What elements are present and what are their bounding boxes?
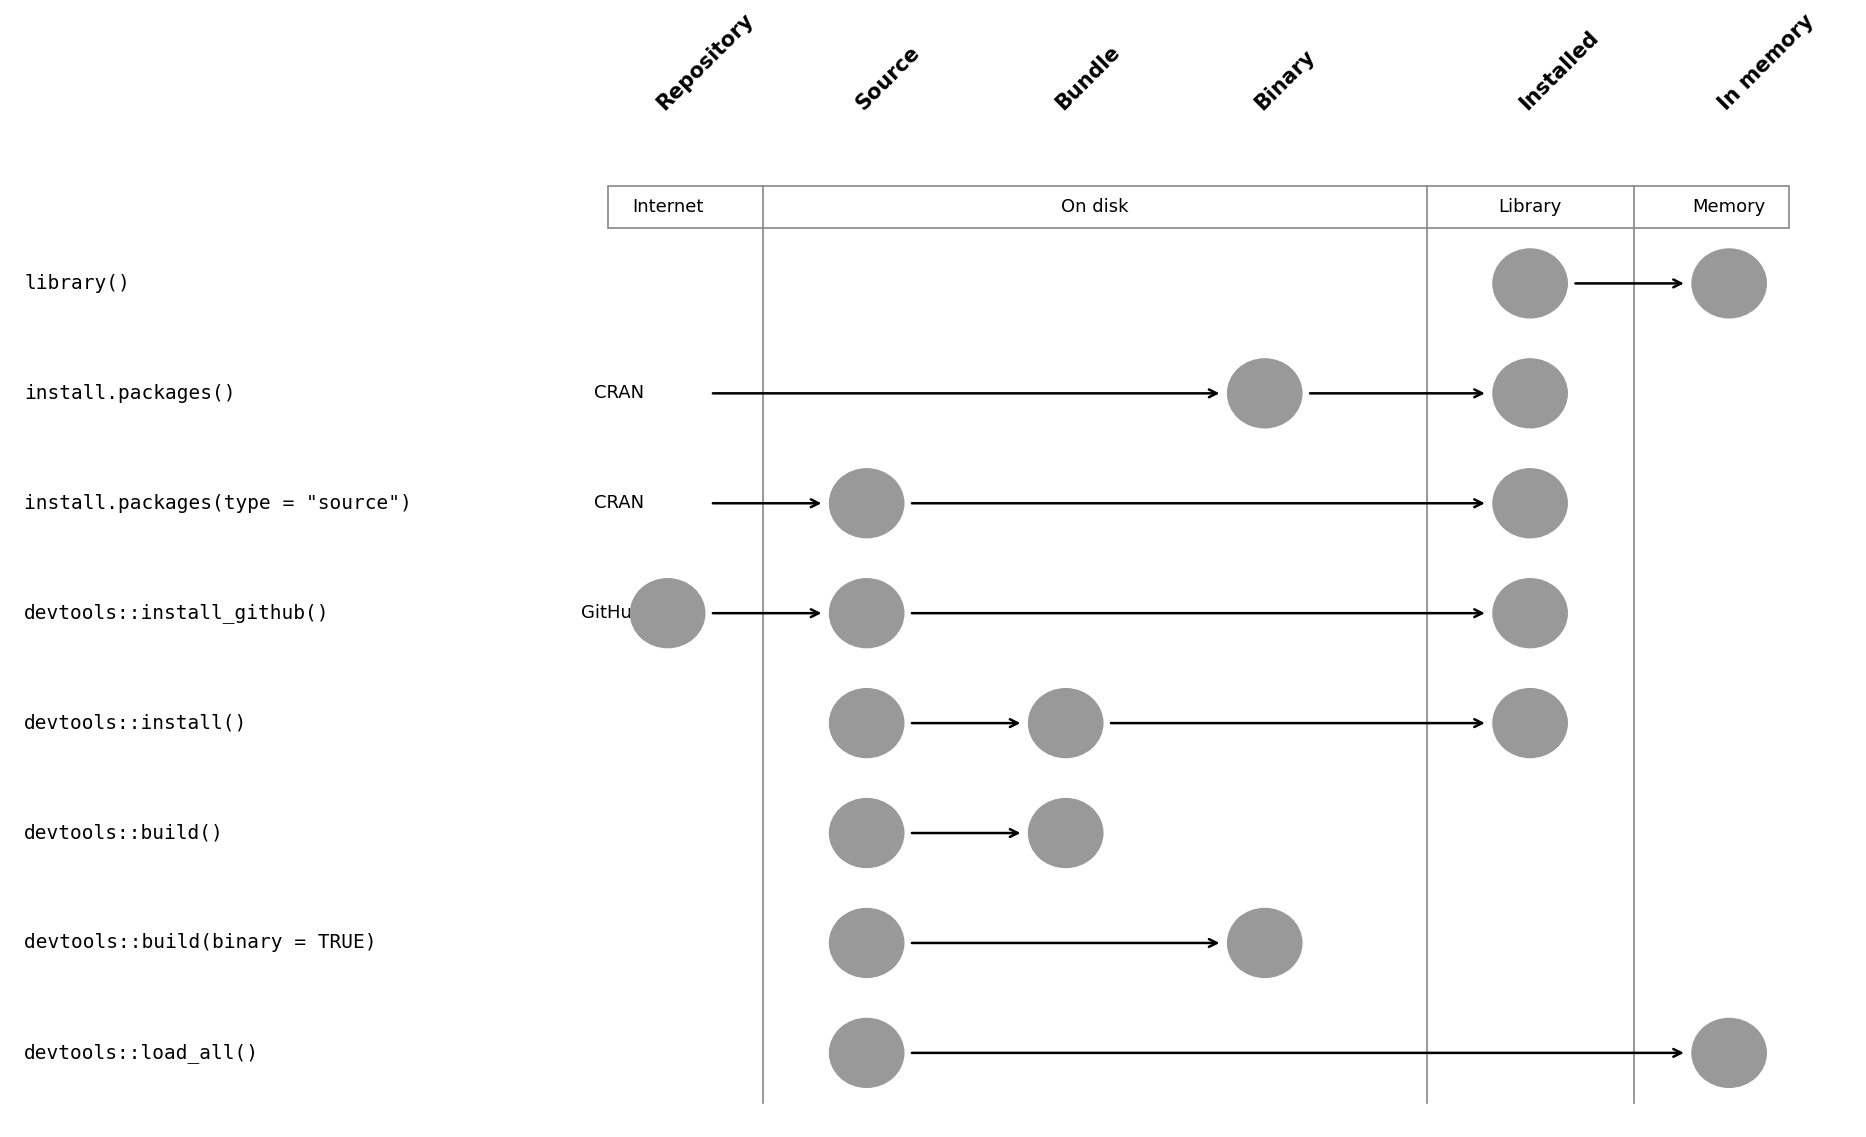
Text: GitHub: GitHub: [582, 604, 644, 622]
Text: Memory: Memory: [1692, 199, 1765, 216]
Ellipse shape: [631, 579, 705, 648]
Text: Installed: Installed: [1515, 27, 1603, 114]
Ellipse shape: [830, 468, 903, 538]
Text: Library: Library: [1498, 199, 1562, 216]
Ellipse shape: [1493, 359, 1567, 428]
Ellipse shape: [830, 1019, 903, 1087]
Ellipse shape: [830, 798, 903, 868]
Text: devtools::install_github(): devtools::install_github(): [24, 604, 330, 623]
Text: devtools::build(binary = TRUE): devtools::build(binary = TRUE): [24, 933, 377, 953]
Text: CRAN: CRAN: [593, 495, 644, 513]
Ellipse shape: [830, 579, 903, 648]
Ellipse shape: [1493, 689, 1567, 757]
Bar: [608, 186, 1789, 229]
Ellipse shape: [1228, 908, 1302, 978]
Text: devtools::load_all(): devtools::load_all(): [24, 1043, 259, 1063]
Ellipse shape: [1028, 689, 1103, 757]
Text: Source: Source: [853, 42, 924, 114]
Text: In memory: In memory: [1715, 10, 1817, 114]
Text: install.packages(): install.packages(): [24, 384, 235, 402]
Ellipse shape: [1493, 579, 1567, 648]
Text: Internet: Internet: [633, 199, 703, 216]
Text: CRAN: CRAN: [593, 384, 644, 402]
Text: devtools::build(): devtools::build(): [24, 823, 224, 843]
Text: Bundle: Bundle: [1052, 41, 1123, 114]
Ellipse shape: [1692, 249, 1767, 318]
Ellipse shape: [1692, 1019, 1767, 1087]
Ellipse shape: [830, 689, 903, 757]
Text: Repository: Repository: [653, 9, 758, 114]
Ellipse shape: [830, 908, 903, 978]
Ellipse shape: [1493, 249, 1567, 318]
Text: library(): library(): [24, 274, 131, 293]
Ellipse shape: [1228, 359, 1302, 428]
Text: On disk: On disk: [1062, 199, 1129, 216]
Ellipse shape: [1493, 468, 1567, 538]
Text: Binary: Binary: [1250, 45, 1319, 114]
Text: devtools::install(): devtools::install(): [24, 714, 248, 732]
Ellipse shape: [1028, 798, 1103, 868]
Text: install.packages(type = "source"): install.packages(type = "source"): [24, 493, 412, 513]
